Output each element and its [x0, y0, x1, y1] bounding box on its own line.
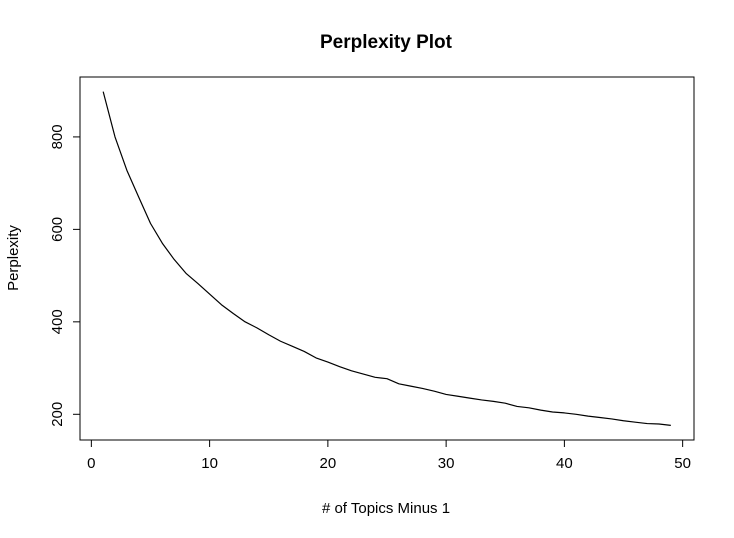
y-tick-label: 600	[49, 217, 66, 242]
series-layer	[102, 91, 671, 426]
x-tick-label: 10	[201, 455, 218, 472]
x-tick-label: 0	[87, 455, 95, 472]
plot-frame	[79, 76, 695, 441]
y-tick-label: 800	[49, 124, 66, 149]
x-tick-label: 20	[320, 455, 337, 472]
y-axis: 200 400 600 800	[49, 124, 81, 427]
y-tick-label: 200	[49, 402, 66, 427]
y-axis-label: Perplexity	[5, 225, 22, 291]
series-line	[102, 91, 671, 426]
x-axis-label: # of Topics Minus 1	[322, 500, 450, 517]
x-tick-label: 30	[438, 455, 455, 472]
chart-title: Perplexity Plot	[320, 32, 453, 53]
x-tick-label: 50	[674, 455, 691, 472]
x-tick-label: 40	[556, 455, 573, 472]
x-axis: 0 10 20 30 40 50	[87, 439, 691, 472]
y-tick-label: 400	[49, 309, 66, 334]
